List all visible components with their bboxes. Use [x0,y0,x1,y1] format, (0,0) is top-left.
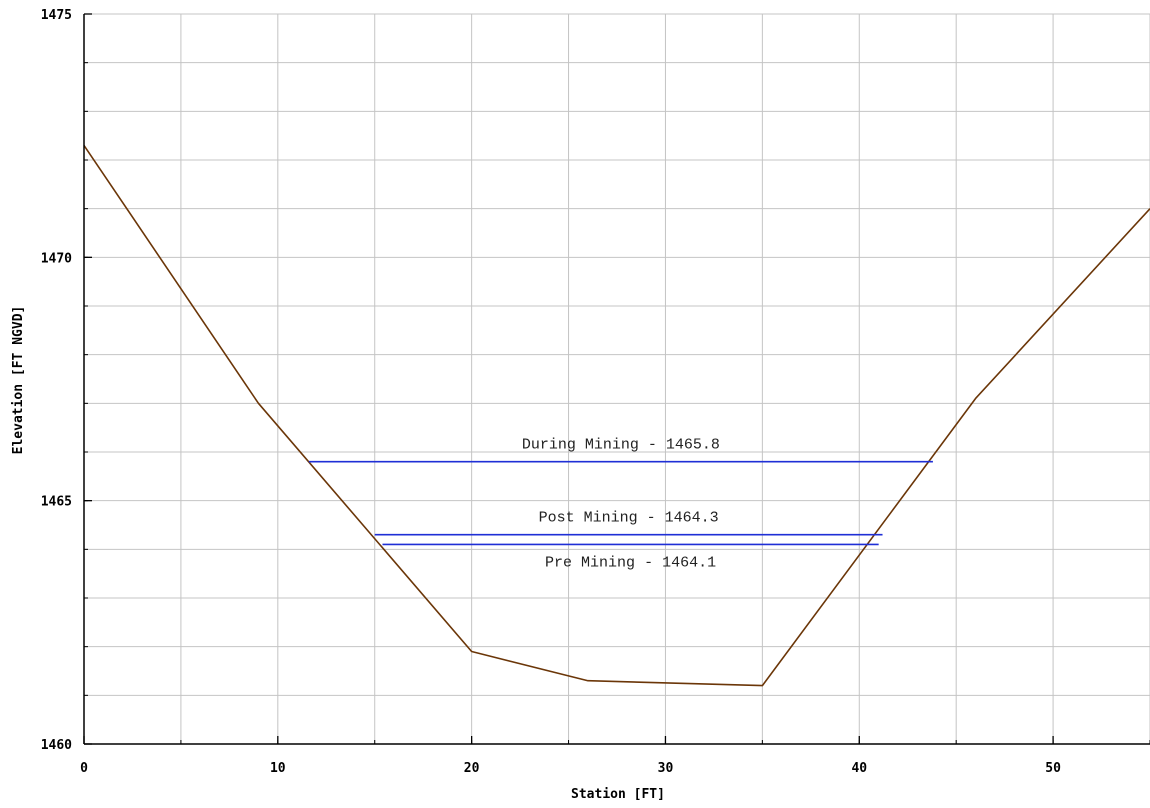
grid [84,14,1150,744]
x-axis-title: Station [FT] [571,787,665,802]
x-tick-label: 40 [851,761,867,776]
water-level-label: Pre Mining - 1464.1 [545,554,716,571]
water-level-label: During Mining - 1465.8 [522,437,720,454]
y-tick-label: 1475 [41,8,72,23]
x-tick-label: 10 [270,761,286,776]
x-tick-label: 30 [658,761,674,776]
x-tick-label: 50 [1045,761,1061,776]
x-tick-label: 0 [80,761,88,776]
y-tick-label: 1460 [41,738,72,753]
water-level-label: Post Mining - 1464.3 [539,510,719,527]
axes: 0 10 20 30 40 50 1460 1465 1470 1475 [41,8,1150,776]
x-tick-label: 20 [464,761,480,776]
y-tick-label: 1470 [41,251,72,266]
y-axis-title: Elevation [FT NGVD] [11,306,26,455]
plot-series: During Mining - 1465.8 Post Mining - 1464… [84,145,1150,685]
y-tick-label: 1465 [41,495,72,510]
ground-profile-line [84,145,1150,685]
